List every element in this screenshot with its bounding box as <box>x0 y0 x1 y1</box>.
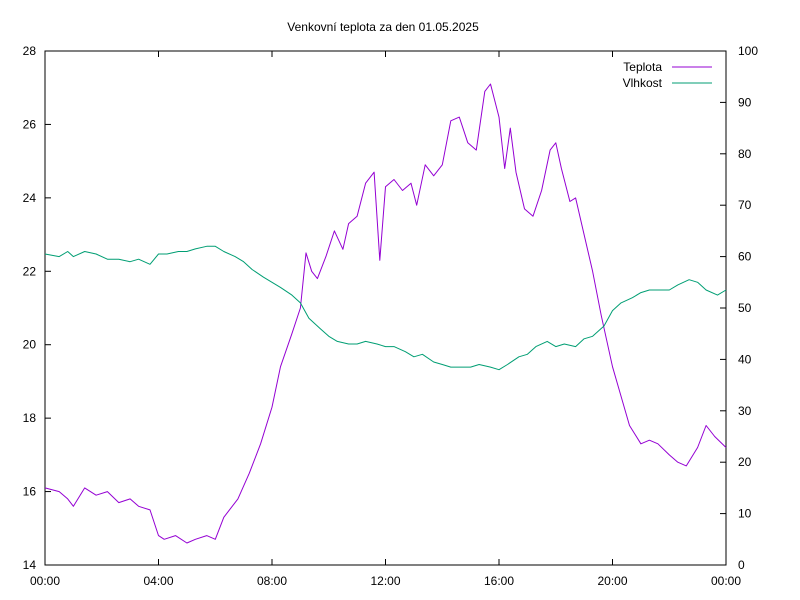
y-right-tick-label: 100 <box>738 44 758 58</box>
y-left-tick-label: 22 <box>23 264 37 278</box>
y-right-tick-label: 0 <box>738 558 745 572</box>
x-tick-label: 08:00 <box>257 574 287 588</box>
x-tick-label: 20:00 <box>597 574 627 588</box>
x-tick-label: 00:00 <box>711 574 741 588</box>
y-right-tick-label: 70 <box>738 198 752 212</box>
legend-label: Vlhkost <box>623 76 663 90</box>
x-axis: 00:00 04:00 08:00 12:00 16:00 20:00 00:00 <box>30 51 741 588</box>
y-right-tick-label: 80 <box>738 147 752 161</box>
y-right-tick-label: 20 <box>738 455 752 469</box>
y-left-tick-label: 26 <box>23 117 37 131</box>
y-right-tick-label: 90 <box>738 95 752 109</box>
y-right-tick-label: 60 <box>738 250 752 264</box>
y-left-tick-label: 18 <box>23 411 37 425</box>
y-right-tick-label: 50 <box>738 301 752 315</box>
y-left-tick-label: 16 <box>23 485 37 499</box>
y-left-tick-label: 20 <box>23 338 37 352</box>
y-left-tick-label: 14 <box>23 558 37 572</box>
y-axis-left: 14 16 18 20 22 24 26 28 <box>23 44 51 572</box>
y-axis-right: 0 10 20 30 40 50 60 70 80 90 100 <box>720 44 758 572</box>
x-tick-label: 12:00 <box>370 574 400 588</box>
x-tick-label: 00:00 <box>30 574 60 588</box>
x-tick-label: 16:00 <box>484 574 514 588</box>
y-right-tick-label: 10 <box>738 507 752 521</box>
y-right-tick-label: 40 <box>738 352 752 366</box>
plot-area-frame <box>44 50 727 566</box>
legend: Teplota Vlhkost <box>623 60 712 90</box>
series-line-vlhkost <box>44 245 727 371</box>
series-layer <box>44 83 727 544</box>
chart-title: Venkovní teplota za den 01.05.2025 <box>287 20 479 34</box>
y-left-tick-label: 24 <box>23 191 37 205</box>
series-line-teplota <box>44 83 727 544</box>
legend-label: Teplota <box>623 60 662 74</box>
y-right-tick-label: 30 <box>738 404 752 418</box>
x-tick-label: 04:00 <box>143 574 173 588</box>
y-left-tick-label: 28 <box>23 44 37 58</box>
